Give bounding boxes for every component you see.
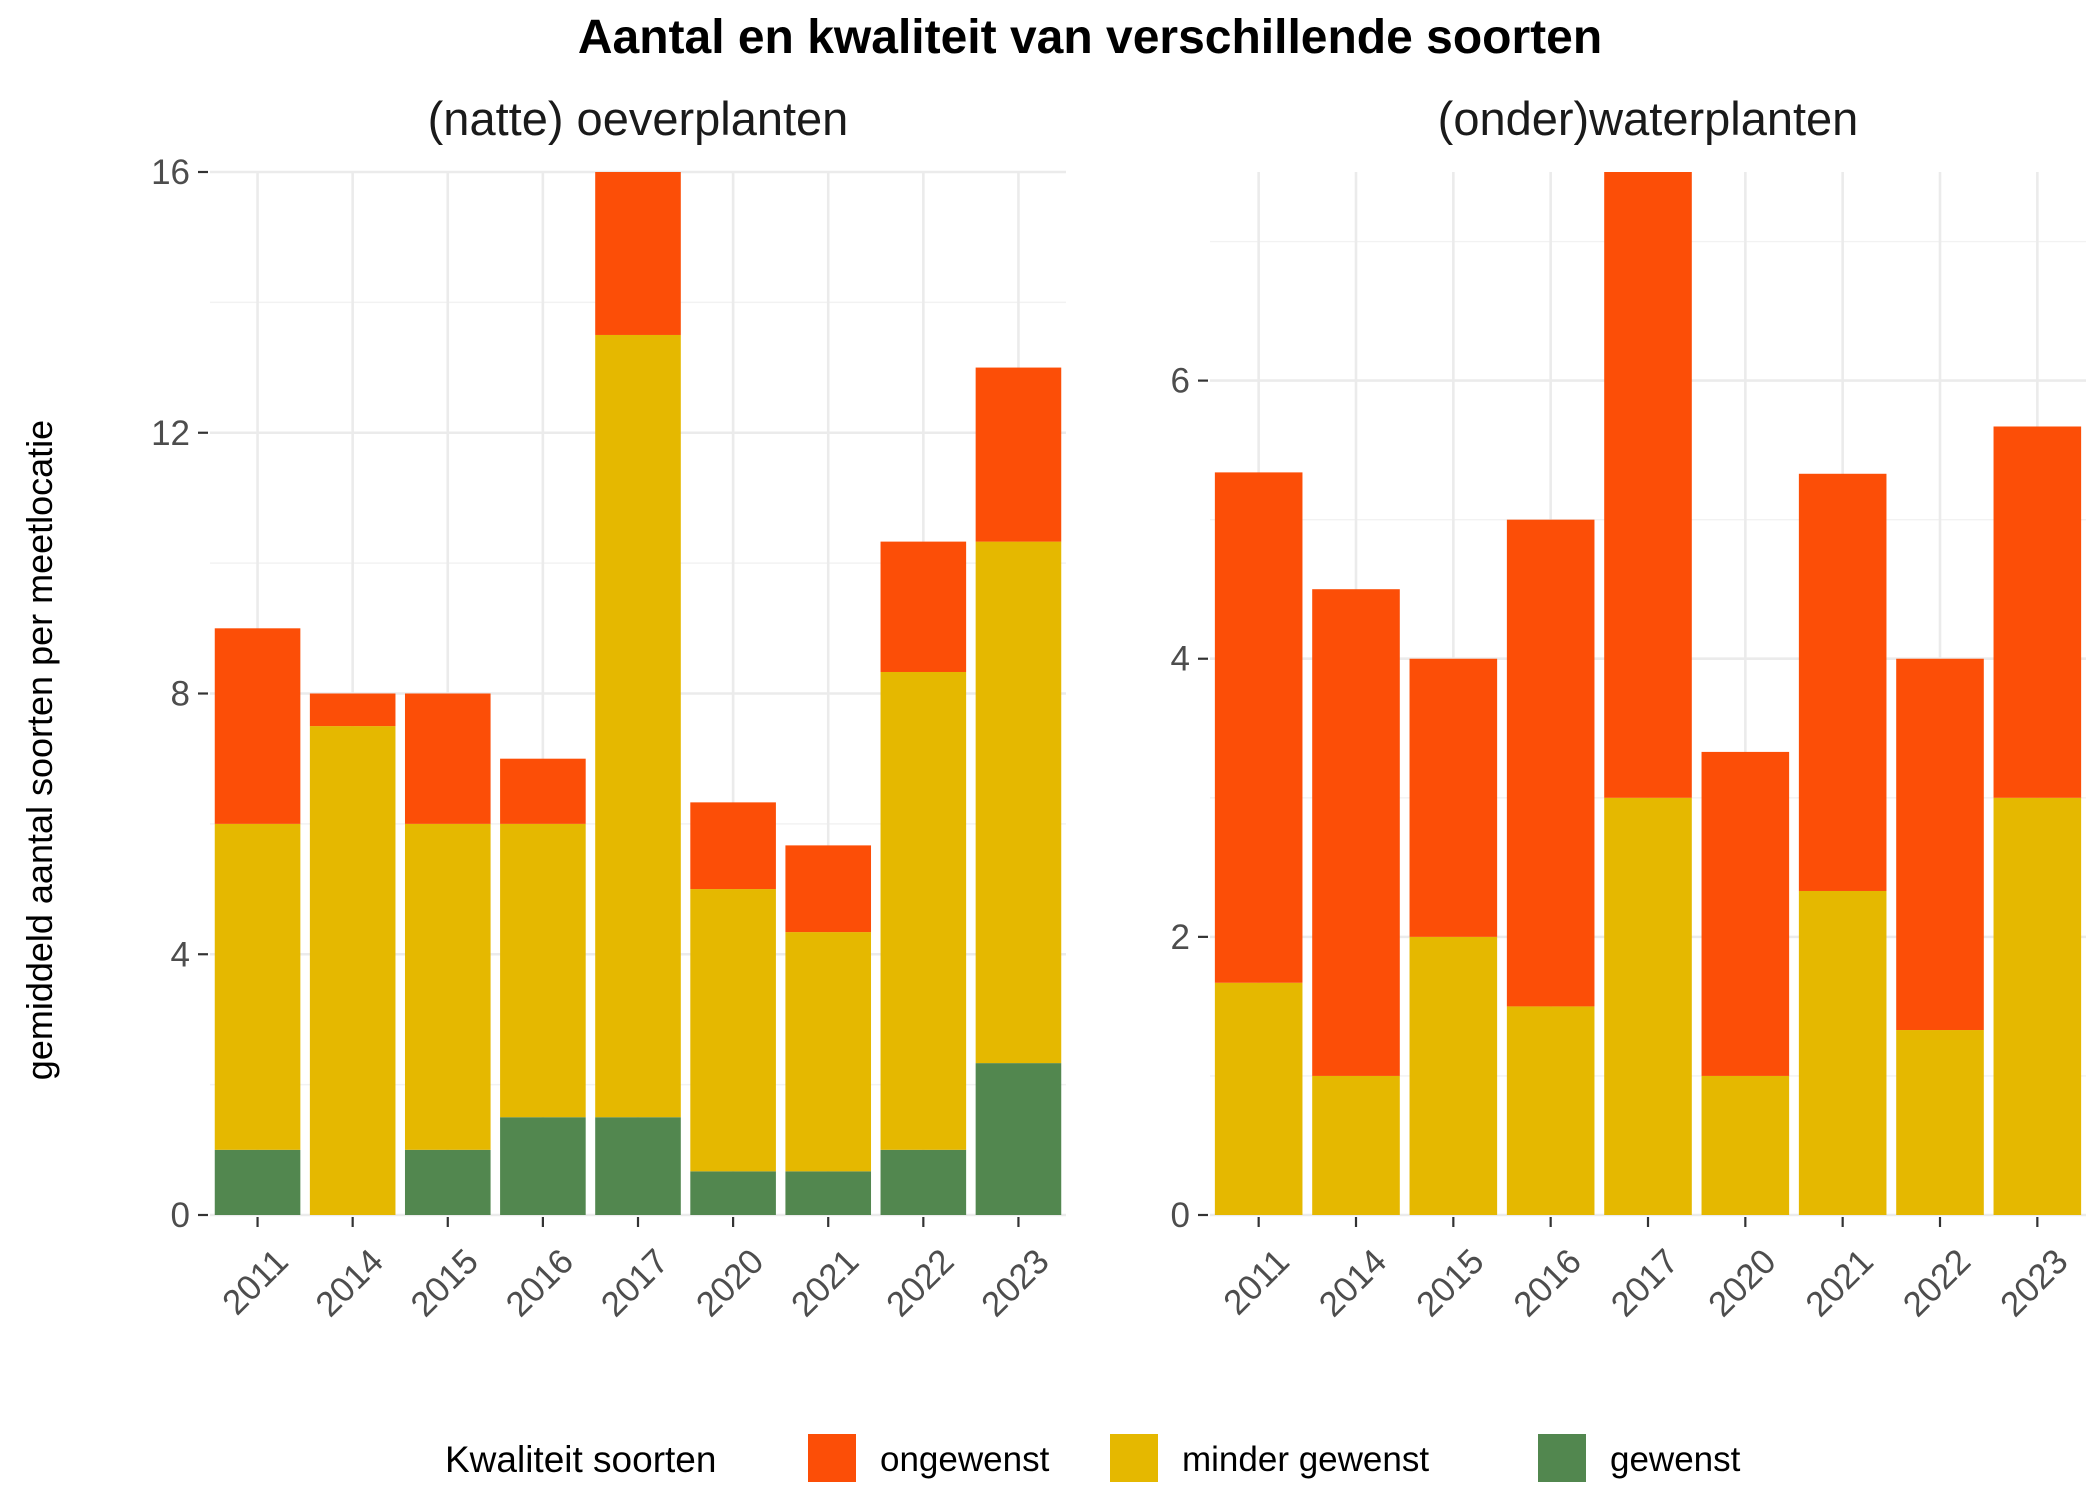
x-tick-label: 2015 (1409, 1242, 1492, 1325)
y-tick-label: 12 (151, 414, 190, 453)
bar-minder-gewenst-2017 (595, 335, 681, 1117)
bar-ongewenst-2011 (1215, 472, 1303, 982)
x-tick-label: 2020 (689, 1242, 772, 1325)
x-tick-label: 2022 (879, 1242, 962, 1325)
bar-gewenst-2015 (405, 1150, 491, 1215)
y-tick-label: 0 (1171, 1196, 1190, 1235)
bar-minder-gewenst-2023 (1994, 798, 2082, 1215)
x-tick-label: 2023 (974, 1242, 1057, 1325)
legend-label-minder-gewenst: minder gewenst (1182, 1440, 1429, 1479)
panel-title: (natte) oeverplanten (428, 92, 849, 145)
bar-ongewenst-2022 (881, 542, 967, 672)
bar-ongewenst-2016 (500, 759, 586, 824)
bar-minder-gewenst-2014 (310, 726, 396, 1215)
y-tick-label: 16 (151, 153, 190, 192)
bar-minder-gewenst-2017 (1604, 798, 1692, 1215)
x-tick-label: 2014 (1312, 1242, 1395, 1325)
bar-minder-gewenst-2016 (500, 824, 586, 1117)
bar-gewenst-2011 (215, 1150, 301, 1215)
x-tick-label: 2016 (1506, 1242, 1589, 1325)
x-tick-label: 2021 (1798, 1242, 1881, 1325)
bar-ongewenst-2022 (1896, 659, 1984, 1030)
bar-minder-gewenst-2021 (785, 932, 871, 1171)
bar-minder-gewenst-2015 (1410, 937, 1498, 1215)
x-tick-label: 2021 (784, 1242, 867, 1325)
x-tick-label: 2016 (498, 1242, 581, 1325)
x-tick-label: 2017 (594, 1242, 677, 1325)
x-tick-label: 2014 (308, 1242, 391, 1325)
panel-title: (onder)waterplanten (1438, 92, 1859, 145)
bar-ongewenst-2016 (1507, 520, 1595, 1007)
bar-ongewenst-2015 (1410, 659, 1498, 937)
bar-ongewenst-2023 (1994, 426, 2082, 797)
legend-title: Kwaliteit soorten (445, 1439, 716, 1480)
y-tick-label: 0 (171, 1196, 190, 1235)
bar-gewenst-2016 (500, 1117, 586, 1215)
x-tick-label: 2022 (1896, 1242, 1979, 1325)
bar-ongewenst-2021 (785, 845, 871, 932)
bar-ongewenst-2020 (690, 802, 776, 889)
legend-label-gewenst: gewenst (1610, 1440, 1741, 1479)
bar-ongewenst-2023 (976, 368, 1062, 542)
x-tick-label: 2011 (215, 1242, 296, 1323)
bar-minder-gewenst-2020 (690, 889, 776, 1171)
y-tick-label: 6 (1171, 362, 1190, 401)
bar-gewenst-2020 (690, 1171, 776, 1215)
bar-gewenst-2021 (785, 1171, 871, 1215)
y-tick-label: 2 (1171, 918, 1190, 957)
bar-ongewenst-2021 (1799, 474, 1887, 891)
bar-minder-gewenst-2016 (1507, 1006, 1595, 1215)
bar-ongewenst-2017 (595, 172, 681, 335)
bar-minder-gewenst-2011 (215, 824, 301, 1150)
chart: Aantal en kwaliteit van verschillende so… (0, 0, 2100, 1500)
bar-gewenst-2022 (881, 1150, 967, 1215)
y-tick-label: 8 (171, 675, 190, 714)
legend-key-gewenst (1538, 1434, 1586, 1482)
bar-ongewenst-2015 (405, 694, 491, 824)
y-tick-label: 4 (171, 935, 190, 974)
chart-title: Aantal en kwaliteit van verschillende so… (578, 11, 1602, 64)
bar-ongewenst-2014 (1312, 589, 1400, 1076)
bar-ongewenst-2011 (215, 628, 301, 824)
x-tick-label: 2017 (1604, 1242, 1687, 1325)
x-tick-label: 2023 (1993, 1242, 2076, 1325)
legend-key-minder-gewenst (1110, 1434, 1158, 1482)
x-tick-label: 2020 (1701, 1242, 1784, 1325)
bar-minder-gewenst-2021 (1799, 891, 1887, 1215)
bar-minder-gewenst-2022 (881, 672, 967, 1150)
y-axis-label: gemiddeld aantal soorten per meetlocatie (19, 420, 60, 1080)
bar-minder-gewenst-2015 (405, 824, 491, 1150)
bar-minder-gewenst-2014 (1312, 1076, 1400, 1215)
legend: Kwaliteit soorten ongewenst minder gewens… (445, 1434, 1741, 1482)
bar-gewenst-2023 (976, 1063, 1062, 1215)
legend-label-ongewenst: ongewenst (880, 1440, 1050, 1479)
bar-ongewenst-2020 (1702, 752, 1790, 1076)
bar-minder-gewenst-2022 (1896, 1030, 1984, 1215)
bar-gewenst-2017 (595, 1117, 681, 1215)
x-tick-label: 2015 (403, 1242, 486, 1325)
bar-ongewenst-2017 (1604, 172, 1692, 798)
bar-minder-gewenst-2023 (976, 542, 1062, 1063)
bar-minder-gewenst-2020 (1702, 1076, 1790, 1215)
x-tick-label: 2011 (1216, 1242, 1297, 1323)
bar-ongewenst-2014 (310, 694, 396, 727)
bar-minder-gewenst-2011 (1215, 983, 1303, 1215)
y-tick-label: 4 (1171, 640, 1190, 679)
legend-key-ongewenst (808, 1434, 856, 1482)
